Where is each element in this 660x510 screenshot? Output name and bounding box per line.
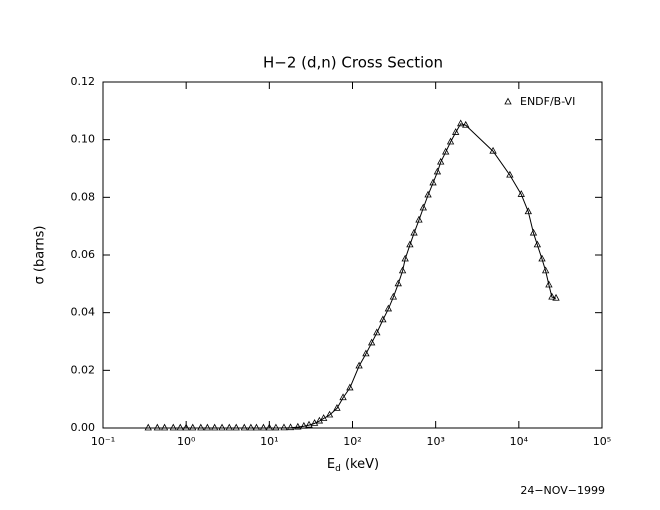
data-point [406, 240, 414, 248]
data-point [538, 254, 546, 262]
plot-frame [102, 81, 603, 429]
data-point [294, 422, 302, 430]
data-point [210, 423, 219, 431]
data-point [462, 120, 470, 128]
data-point [355, 361, 363, 369]
data-point [437, 157, 445, 165]
data-point [424, 190, 432, 198]
data-point [252, 423, 261, 431]
data-point [160, 423, 169, 431]
data-point [272, 423, 280, 431]
data-point [442, 147, 450, 155]
data-point [197, 423, 205, 431]
x-tick-label: 10¹ [260, 435, 278, 448]
data-point [144, 423, 152, 431]
data-point [169, 423, 177, 431]
data-point [182, 423, 190, 431]
data-point [548, 292, 556, 300]
data-point [362, 349, 370, 357]
data-point [346, 383, 354, 391]
data-point [373, 328, 381, 336]
x-tick-label: 10⁰ [177, 435, 196, 448]
data-point [506, 170, 514, 178]
data-point [232, 423, 240, 431]
data-point [457, 119, 465, 127]
data-point [529, 228, 538, 236]
data-point [280, 423, 288, 431]
chart-title: H−2 (d,n) Cross Section [263, 54, 443, 72]
data-point [259, 423, 268, 431]
data-point [310, 419, 319, 426]
data-point [153, 423, 161, 431]
data-point [545, 280, 553, 288]
data-point [325, 410, 334, 418]
x-tick-label: 10⁻¹ [91, 435, 115, 448]
y-tick-label: 0.12 [71, 75, 96, 88]
data-point [398, 266, 407, 274]
data-point [533, 240, 542, 248]
y-tick-label: 0.06 [71, 248, 96, 261]
data-point [218, 423, 226, 431]
data-point [410, 228, 418, 236]
y-tick-label: 0.04 [71, 306, 96, 319]
x-tick-label: 10⁵ [593, 435, 611, 448]
data-point [300, 421, 308, 429]
data-point [517, 190, 525, 197]
x-label-sub: d [335, 464, 341, 474]
data-point [489, 146, 497, 154]
data-point [415, 215, 423, 223]
y-tick-label: 0.00 [71, 421, 96, 434]
data-point [247, 423, 255, 431]
data-point [389, 292, 398, 300]
data-point [367, 338, 376, 346]
date-stamp: 24−NOV−1999 [520, 484, 605, 497]
data-point [446, 137, 455, 145]
data-point [384, 304, 393, 312]
data-point [333, 404, 341, 411]
data-point [189, 423, 197, 431]
data-point [305, 420, 313, 428]
data-point [319, 414, 328, 421]
y-tick-label: 0.10 [71, 133, 96, 146]
data-point [394, 279, 402, 287]
data-point [541, 266, 550, 274]
data-point [265, 423, 274, 431]
data-point [240, 423, 248, 431]
x-axis-label: Ed (keV) [327, 457, 379, 474]
data-point [225, 423, 233, 431]
data-point [203, 423, 212, 431]
data-point [176, 423, 184, 431]
x-tick-label: 10³ [426, 435, 444, 448]
y-tick-label: 0.02 [71, 363, 96, 376]
series-line [148, 123, 557, 429]
x-tick-label: 10² [343, 435, 361, 448]
x-label-part: E [327, 457, 335, 472]
data-point [339, 393, 347, 401]
legend-label: ENDF/B-VI [520, 95, 575, 108]
y-tick-label: 0.08 [71, 190, 96, 203]
data-point [451, 128, 460, 135]
data-point [401, 254, 409, 262]
data-point [433, 167, 442, 175]
data-point [552, 293, 560, 301]
data-point [286, 423, 295, 431]
x-label-part: (keV) [341, 457, 379, 472]
legend-marker [504, 97, 512, 105]
data-point [379, 315, 387, 323]
y-axis-label: σ (barns) [33, 226, 48, 285]
data-point [524, 207, 532, 215]
data-point [419, 203, 427, 211]
data-point [429, 178, 437, 186]
x-tick-label: 10⁴ [510, 435, 529, 448]
